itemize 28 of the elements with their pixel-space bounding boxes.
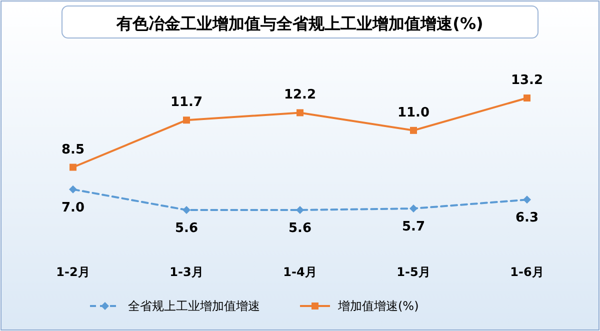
- data-label: 5.6: [174, 221, 198, 236]
- data-label: 7.0: [61, 200, 85, 216]
- point: [183, 116, 190, 124]
- point: [70, 164, 76, 171]
- point: [296, 109, 304, 116]
- data-label: 13.2: [510, 73, 544, 88]
- point: [410, 126, 417, 134]
- legend-label: 增加值增速(%): [337, 299, 419, 313]
- point: [69, 185, 77, 194]
- x-tick-label: 1-4月: [283, 265, 317, 279]
- point: [410, 204, 418, 213]
- point: [296, 206, 304, 214]
- point: [523, 196, 531, 204]
- point: [182, 206, 190, 214]
- data-label: 5.6: [288, 221, 312, 236]
- x-tick-label: 1-5月: [396, 265, 430, 279]
- legend-label: 全省规上工业增加值增速: [128, 299, 260, 313]
- data-label: 5.7: [402, 220, 426, 235]
- data-label: 6.3: [515, 210, 539, 226]
- data-label: 11.0: [397, 105, 430, 120]
- x-tick-label: 1-3月: [170, 265, 204, 279]
- data-label: 8.5: [61, 142, 85, 158]
- point: [524, 94, 530, 102]
- data-label: 11.7: [170, 95, 203, 110]
- data-label: 12.2: [284, 88, 316, 103]
- x-tick-label: 1-2月: [56, 265, 90, 279]
- x-tick-label: 1-6月: [510, 265, 544, 279]
- chart-title: 有色冶金工业增加值与全省规上工业增加值增速(%): [116, 14, 484, 33]
